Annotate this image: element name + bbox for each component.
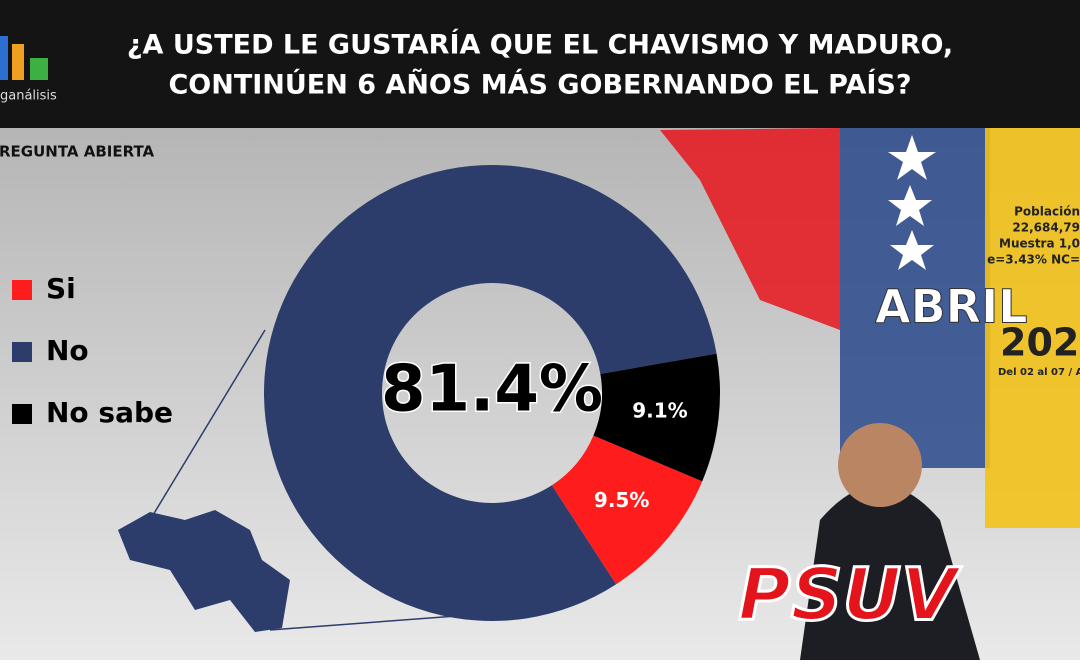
title-line: ¿A USTED LE GUSTARÍA QUE EL CHAVISMO Y M… (127, 29, 953, 61)
map-decoration (118, 329, 471, 632)
panel-line: e=3.43% NC= (987, 253, 1080, 267)
data-label: 9.5% (594, 488, 649, 512)
logo-bars (0, 36, 48, 80)
panel-line: Población (1014, 205, 1080, 219)
data-label: 9.1% (632, 398, 687, 422)
legend-label: No (46, 334, 89, 367)
header-bar (0, 0, 1080, 128)
donut: 81.4% 9.1% 9.5% (264, 165, 721, 621)
title-line: CONTINÚEN 6 AÑOS MÁS GOBERNANDO EL PAÍS? (168, 69, 911, 101)
legend-swatch (12, 404, 32, 424)
panel-line: Muestra 1,0 (999, 237, 1080, 251)
donut-segment (264, 165, 717, 621)
donut-segment (551, 435, 703, 585)
panel-dates: Del 02 al 07 / Abr (998, 367, 1080, 378)
legend-label: No sabe (46, 396, 173, 429)
legend-label: Si (46, 272, 76, 305)
legend-swatch (12, 280, 32, 300)
logo-text: ganálisis (0, 89, 57, 104)
panel-line: 22,684,79 (1012, 221, 1080, 235)
donut-segment (593, 353, 721, 482)
panel-month: ABRIL (875, 280, 1028, 334)
panel: Población 22,684,79 Muestra 1,0 e=3.43% … (737, 205, 1080, 660)
panel-party: PSUV (738, 553, 962, 637)
legend-swatch (12, 342, 32, 362)
subtitle: PREGUNTA ABIERTA (0, 143, 155, 161)
flag-decoration (660, 128, 1080, 528)
panel-year: 202 (1000, 321, 1079, 365)
data-label: 81.4% (381, 353, 603, 427)
